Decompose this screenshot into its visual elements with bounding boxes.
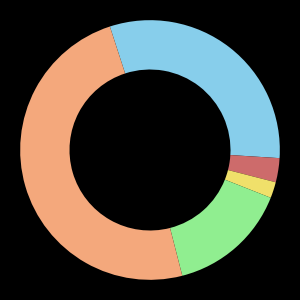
Wedge shape [20,26,182,280]
Wedge shape [225,170,276,198]
Wedge shape [110,20,280,158]
Wedge shape [170,180,271,276]
Wedge shape [228,155,280,182]
